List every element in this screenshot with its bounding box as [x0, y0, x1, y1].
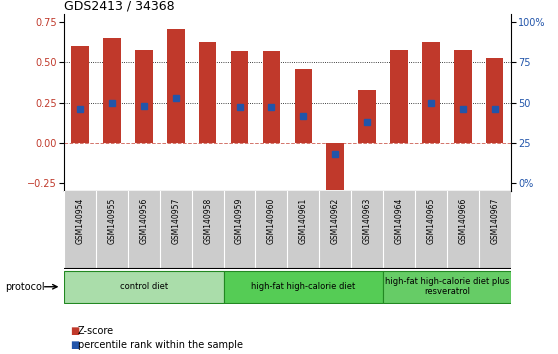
- Bar: [454, 50, 472, 143]
- Text: high-fat high-calorie diet: high-fat high-calorie diet: [251, 282, 355, 291]
- Text: ■: ■: [70, 340, 79, 350]
- Bar: [422, 41, 440, 143]
- Text: GSM140962: GSM140962: [331, 198, 340, 244]
- Bar: [224, 271, 383, 303]
- Text: GSM140959: GSM140959: [235, 198, 244, 244]
- Text: high-fat high-calorie diet plus
resveratrol: high-fat high-calorie diet plus resverat…: [384, 277, 509, 296]
- Bar: [383, 271, 511, 303]
- Text: Z-score: Z-score: [78, 326, 114, 336]
- Bar: [167, 29, 185, 143]
- Text: ■: ■: [70, 326, 79, 336]
- Text: control diet: control diet: [120, 282, 168, 291]
- Text: GSM140960: GSM140960: [267, 198, 276, 244]
- Text: GSM140955: GSM140955: [108, 198, 117, 244]
- Text: GSM140957: GSM140957: [171, 198, 180, 244]
- Text: GSM140965: GSM140965: [426, 198, 435, 244]
- Bar: [263, 51, 280, 143]
- Text: GSM140958: GSM140958: [203, 198, 212, 244]
- Bar: [390, 50, 408, 143]
- Text: GSM140964: GSM140964: [395, 198, 403, 244]
- Bar: [199, 41, 217, 143]
- Bar: [135, 50, 153, 143]
- Text: GDS2413 / 34368: GDS2413 / 34368: [64, 0, 175, 13]
- Text: GSM140961: GSM140961: [299, 198, 308, 244]
- Text: protocol: protocol: [6, 282, 45, 292]
- Bar: [64, 271, 224, 303]
- Bar: [103, 38, 121, 143]
- Bar: [295, 69, 312, 143]
- Bar: [358, 90, 376, 143]
- Bar: [486, 58, 503, 143]
- Text: percentile rank within the sample: percentile rank within the sample: [78, 340, 243, 350]
- Bar: [231, 51, 248, 143]
- Text: GSM140967: GSM140967: [490, 198, 499, 244]
- Text: GSM140966: GSM140966: [458, 198, 467, 244]
- Bar: [326, 143, 344, 189]
- Bar: [71, 46, 89, 143]
- Text: GSM140954: GSM140954: [76, 198, 85, 244]
- Text: GSM140963: GSM140963: [363, 198, 372, 244]
- Text: GSM140956: GSM140956: [140, 198, 148, 244]
